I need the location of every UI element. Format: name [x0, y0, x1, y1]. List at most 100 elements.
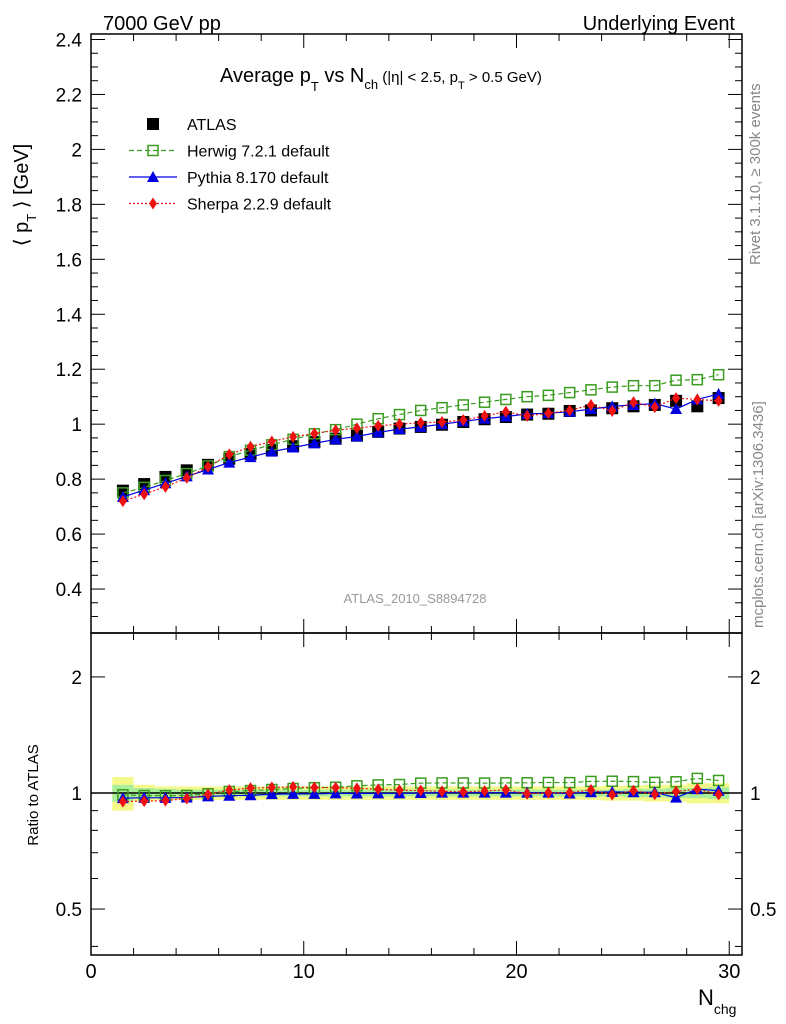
data-point: [480, 785, 489, 798]
data-point: [650, 401, 659, 414]
ratio-y-tick-label: 1: [750, 784, 761, 805]
analysis-watermark: ATLAS_2010_S8894728: [344, 591, 487, 606]
data-point: [374, 419, 383, 432]
data-point: [521, 390, 533, 403]
ratio-frame: [90, 632, 743, 956]
data-point: [352, 782, 361, 795]
data-point: [350, 430, 363, 442]
mcplots-label: mcplots.cern.ch [arXiv:1306.3436]: [750, 401, 767, 628]
data-point: [161, 480, 170, 493]
data-point: [693, 393, 702, 406]
data-point: [608, 404, 617, 417]
data-point: [672, 392, 681, 405]
data-point: [523, 409, 532, 422]
data-point: [501, 783, 510, 796]
data-point: [629, 784, 638, 797]
data-point: [310, 781, 319, 794]
plot-title: Average pT vs Nch (|η| < 2.5, pT > 0.5 G…: [220, 65, 542, 94]
data-point: [629, 396, 638, 409]
y-tick-label: 2.4: [56, 30, 83, 51]
data-point: [478, 396, 491, 408]
y-tick-label: 0.8: [56, 470, 82, 491]
ratio-y-tick-label: 2: [71, 668, 82, 689]
data-point: [308, 437, 321, 449]
data-point: [523, 787, 532, 800]
data-point: [416, 416, 425, 429]
main-plot-series: [116, 368, 725, 508]
series-line-open-square: [122, 374, 719, 494]
data-point: [670, 403, 683, 415]
data-point: [225, 783, 234, 796]
data-point: [500, 393, 512, 406]
legend-label: Pythia 8.170 default: [187, 170, 329, 187]
data-point: [223, 456, 236, 468]
data-point: [204, 788, 213, 801]
data-point: [544, 786, 553, 799]
data-point: [608, 788, 617, 801]
data-point: [393, 408, 406, 421]
data-point: [501, 405, 510, 418]
data-point: [672, 785, 681, 798]
data-point: [149, 197, 157, 210]
data-point: [287, 441, 300, 453]
ratio-y-axis-label: Ratio to ATLAS: [25, 744, 42, 845]
data-point: [329, 433, 342, 445]
data-point: [147, 144, 159, 157]
rivet-label: Rivet 3.1.10, ≥ 300k events: [747, 83, 764, 265]
data-point: [542, 389, 555, 402]
data-point: [459, 414, 468, 427]
x-tick-label: 20: [505, 961, 527, 983]
data-point: [267, 435, 276, 448]
legend-label: Herwig 7.2.1 default: [187, 144, 330, 161]
y-axis-label: ⟨ pT ⟩ [GeV]: [11, 144, 39, 247]
data-point: [265, 788, 278, 800]
data-point: [565, 404, 574, 417]
data-point: [438, 785, 447, 798]
data-point: [246, 782, 255, 795]
x-tick-label: 30: [718, 961, 740, 983]
data-point: [244, 789, 257, 801]
data-point: [331, 781, 340, 794]
data-point: [267, 781, 276, 794]
ratio-y-tick-label: 0.5: [750, 900, 776, 921]
header-left: 7000 GeV pp: [103, 13, 221, 35]
data-point: [563, 386, 576, 399]
legend-label: Sherpa 2.2.9 default: [187, 197, 332, 214]
ratio-line-open-square: [122, 777, 719, 797]
data-point: [714, 788, 723, 801]
data-point: [693, 783, 702, 796]
data-point: [140, 795, 149, 808]
data-point: [585, 384, 597, 396]
data-point: [265, 445, 278, 457]
data-point: [691, 373, 704, 386]
header-right: Underlying Event: [583, 13, 736, 35]
data-point: [182, 792, 191, 805]
data-point: [147, 118, 159, 130]
data-point: [225, 448, 234, 461]
ratio-y-tick-label: 0.5: [56, 900, 82, 921]
data-point: [627, 379, 640, 392]
y-tick-label: 0.6: [56, 525, 82, 546]
data-point: [714, 394, 723, 407]
data-point: [180, 464, 193, 477]
data-point: [712, 368, 725, 381]
data-point: [415, 404, 427, 417]
y-tick-label: 1: [71, 415, 82, 436]
data-point: [138, 478, 151, 491]
data-point: [649, 379, 661, 392]
legend: ATLAS Herwig 7.2.1 default Pythia 8.170 de…: [129, 117, 332, 214]
data-point: [147, 171, 159, 182]
data-point: [374, 783, 383, 796]
ratio-y-tick-label: 2: [750, 668, 761, 689]
data-point: [395, 784, 404, 797]
data-point: [352, 422, 361, 435]
axis-ticks: 0 10 20 30 0.4 0.6 0.8 1 1.2 1.4 1.6 1.8 2 2.2 2.4 0.5 0…: [56, 30, 777, 983]
data-point: [606, 381, 618, 393]
x-tick-label: 10: [293, 961, 315, 983]
data-point: [457, 399, 470, 411]
y-tick-label: 1.8: [56, 195, 82, 216]
data-point: [459, 785, 468, 798]
ratio-plot-series: [116, 772, 725, 808]
data-point: [331, 424, 340, 437]
data-point: [287, 787, 300, 799]
